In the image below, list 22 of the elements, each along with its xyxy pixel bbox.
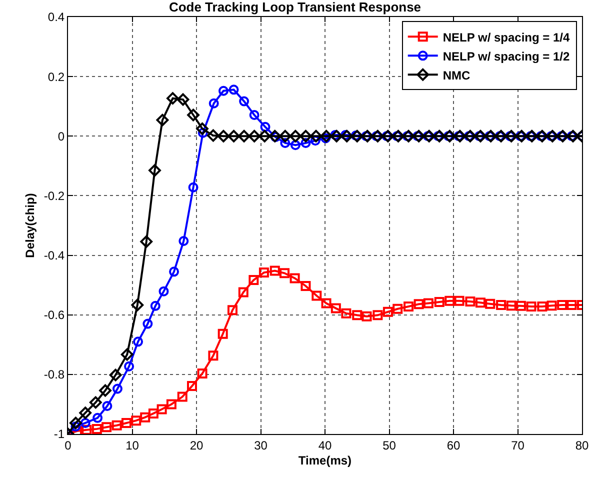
y-tick-label: 0.4 [48,10,65,24]
legend-label: NMC [442,68,471,82]
y-tick-label: -0.4 [44,248,65,262]
x-tick-label: 10 [126,438,140,452]
y-tick-label: 0.2 [48,70,65,84]
x-tick-label: 40 [318,438,332,452]
y-tick-label: -1 [54,427,65,442]
x-tick-label: 50 [382,438,396,452]
y-tick-label: -0.8 [44,368,65,382]
chart-title: Code Tracking Loop Transient Response [168,0,422,15]
x-tick-label: 30 [254,438,268,452]
x-tick-label: 80 [575,438,589,452]
y-axis-title: Delay(chip) [23,193,38,258]
x-tick-label: 60 [446,438,460,452]
y-tick-label: -0.6 [44,308,65,322]
legend-label: NELP w/ spacing = 1/2 [442,49,570,64]
y-tick-label: -0.2 [44,188,65,203]
legend-label: NELP w/ spacing = 1/4 [442,30,570,44]
y-tick-label: 0 [58,129,65,144]
x-tick-label: 20 [190,438,204,452]
x-tick-label: 70 [511,438,525,452]
x-axis-title: Time(ms) [298,453,352,468]
